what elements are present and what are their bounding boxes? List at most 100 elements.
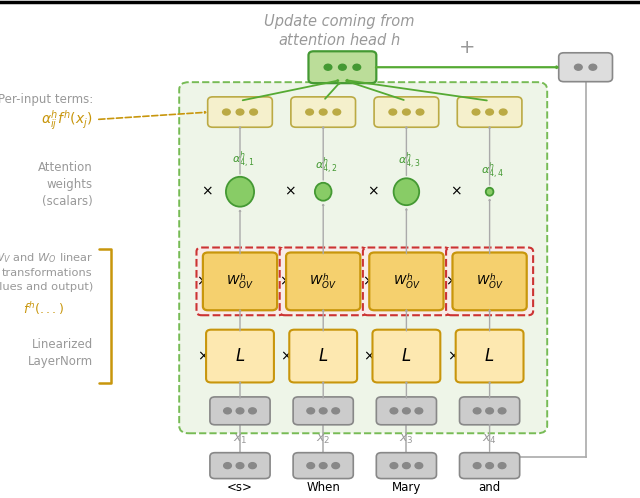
Circle shape xyxy=(224,463,232,469)
Text: <s>: <s> xyxy=(227,481,253,494)
FancyBboxPatch shape xyxy=(206,330,274,382)
Circle shape xyxy=(339,64,346,70)
Circle shape xyxy=(307,463,315,469)
Text: $\times$: $\times$ xyxy=(364,349,375,363)
Text: $x_3$: $x_3$ xyxy=(399,433,413,446)
FancyBboxPatch shape xyxy=(203,252,277,310)
FancyBboxPatch shape xyxy=(460,397,520,425)
Text: $\times$: $\times$ xyxy=(362,274,374,288)
Circle shape xyxy=(306,109,314,115)
Circle shape xyxy=(236,463,244,469)
Circle shape xyxy=(486,408,493,414)
Text: Update coming from: Update coming from xyxy=(264,14,415,29)
Text: $L$: $L$ xyxy=(401,347,412,365)
Circle shape xyxy=(472,109,480,115)
Text: Mary: Mary xyxy=(392,481,421,494)
Circle shape xyxy=(589,64,596,70)
Circle shape xyxy=(250,109,257,115)
Circle shape xyxy=(416,109,424,115)
Text: Linearized
LayerNorm: Linearized LayerNorm xyxy=(28,338,93,368)
Text: $\alpha^h_{4,3}$: $\alpha^h_{4,3}$ xyxy=(398,150,421,171)
Circle shape xyxy=(415,463,422,469)
FancyBboxPatch shape xyxy=(559,53,612,82)
Circle shape xyxy=(249,408,256,414)
Circle shape xyxy=(499,109,507,115)
Circle shape xyxy=(249,463,256,469)
Text: Per-input terms:: Per-input terms: xyxy=(0,93,93,106)
Circle shape xyxy=(474,408,481,414)
Text: $W^h_{OV}$: $W^h_{OV}$ xyxy=(309,272,337,291)
FancyBboxPatch shape xyxy=(286,252,360,310)
Text: $L$: $L$ xyxy=(318,347,328,365)
FancyBboxPatch shape xyxy=(210,453,270,479)
Circle shape xyxy=(353,64,361,70)
Ellipse shape xyxy=(315,183,332,201)
FancyBboxPatch shape xyxy=(210,397,270,425)
FancyBboxPatch shape xyxy=(363,248,450,315)
Text: and: and xyxy=(479,481,500,494)
FancyBboxPatch shape xyxy=(308,51,376,83)
Circle shape xyxy=(332,463,339,469)
Text: $W^h_{OV}$: $W^h_{OV}$ xyxy=(476,272,504,291)
Circle shape xyxy=(390,408,397,414)
Circle shape xyxy=(403,109,410,115)
Text: $x_2$: $x_2$ xyxy=(316,433,330,446)
Text: $\times$: $\times$ xyxy=(451,185,462,199)
Text: $L$: $L$ xyxy=(484,347,495,365)
Text: $L$: $L$ xyxy=(235,347,245,365)
FancyBboxPatch shape xyxy=(293,397,353,425)
Text: $\times$: $\times$ xyxy=(196,274,207,288)
FancyBboxPatch shape xyxy=(456,330,524,382)
FancyBboxPatch shape xyxy=(207,97,273,127)
Circle shape xyxy=(319,463,327,469)
Text: $x_1$: $x_1$ xyxy=(233,433,247,446)
Circle shape xyxy=(415,408,422,414)
Text: $\times$: $\times$ xyxy=(447,349,458,363)
FancyBboxPatch shape xyxy=(179,82,547,433)
FancyBboxPatch shape xyxy=(374,97,439,127)
Circle shape xyxy=(403,408,410,414)
Text: +: + xyxy=(460,38,476,57)
Text: $x_4$: $x_4$ xyxy=(483,433,497,446)
Text: $\times$: $\times$ xyxy=(367,185,379,199)
Text: $f^h(...)$: $f^h(...)$ xyxy=(23,300,64,317)
FancyBboxPatch shape xyxy=(452,252,527,310)
Circle shape xyxy=(390,463,397,469)
FancyBboxPatch shape xyxy=(280,248,367,315)
Text: $\times$: $\times$ xyxy=(445,274,457,288)
FancyBboxPatch shape xyxy=(376,397,436,425)
Circle shape xyxy=(223,109,230,115)
Circle shape xyxy=(307,408,315,414)
FancyBboxPatch shape xyxy=(291,97,356,127)
FancyBboxPatch shape xyxy=(446,248,533,315)
Text: $W^h_{OV}$: $W^h_{OV}$ xyxy=(392,272,420,291)
Text: When: When xyxy=(307,481,340,494)
Circle shape xyxy=(486,109,493,115)
Circle shape xyxy=(324,64,332,70)
Circle shape xyxy=(224,408,232,414)
Circle shape xyxy=(319,408,327,414)
Circle shape xyxy=(236,408,244,414)
Circle shape xyxy=(403,463,410,469)
FancyBboxPatch shape xyxy=(460,453,520,479)
Circle shape xyxy=(499,408,506,414)
Text: attention head $h$: attention head $h$ xyxy=(278,32,401,48)
Circle shape xyxy=(236,109,244,115)
Ellipse shape xyxy=(486,188,493,196)
Ellipse shape xyxy=(394,178,419,205)
Circle shape xyxy=(332,408,339,414)
Text: $\alpha^h_{4,4}$: $\alpha^h_{4,4}$ xyxy=(481,160,504,181)
Text: $\times$: $\times$ xyxy=(279,274,291,288)
Text: $\alpha^h_{ij}f^h(x_j)$: $\alpha^h_{ij}f^h(x_j)$ xyxy=(41,109,93,132)
FancyBboxPatch shape xyxy=(458,97,522,127)
Circle shape xyxy=(575,64,582,70)
FancyBboxPatch shape xyxy=(293,453,353,479)
Text: $W^h_{OV}$: $W^h_{OV}$ xyxy=(226,272,254,291)
Circle shape xyxy=(474,463,481,469)
Text: $\times$: $\times$ xyxy=(201,185,212,199)
Text: $\alpha^h_{4,2}$: $\alpha^h_{4,2}$ xyxy=(315,155,338,176)
Circle shape xyxy=(319,109,327,115)
FancyBboxPatch shape xyxy=(376,453,436,479)
FancyBboxPatch shape xyxy=(372,330,440,382)
Text: $\times$: $\times$ xyxy=(280,349,292,363)
